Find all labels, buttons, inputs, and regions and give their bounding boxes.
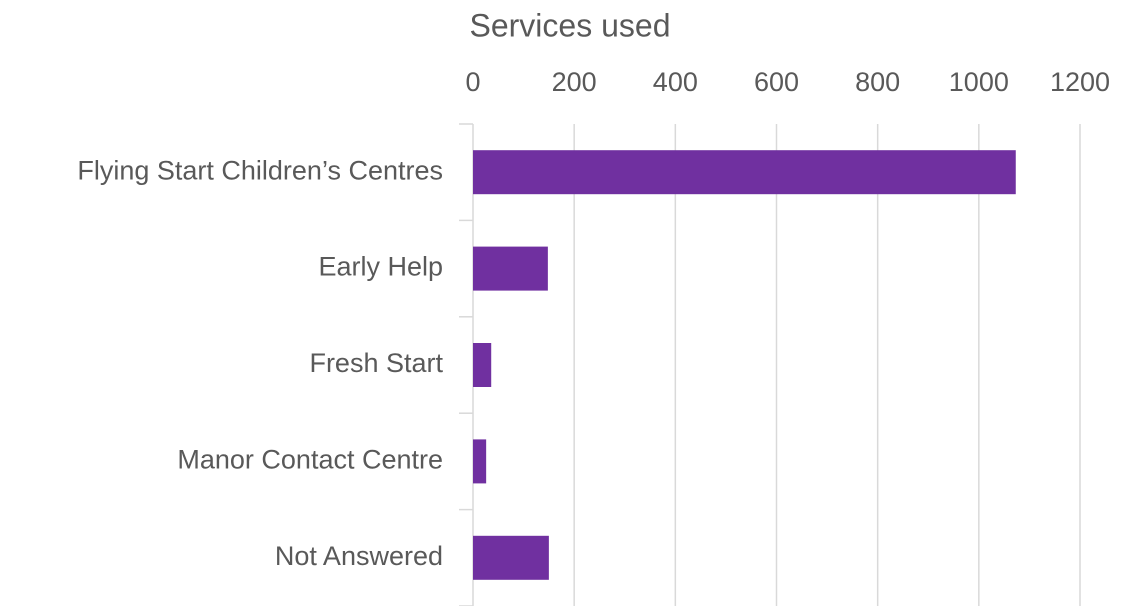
bar	[473, 535, 549, 580]
chart-title: Services used	[470, 7, 671, 43]
x-tick-label: 1200	[1050, 67, 1110, 97]
x-tick-label: 400	[653, 67, 698, 97]
bar	[473, 439, 487, 484]
x-tick-label: 1000	[949, 67, 1009, 97]
x-tick-label: 800	[855, 67, 900, 97]
bar	[473, 150, 1016, 195]
y-tick-label: Flying Start Children’s Centres	[77, 155, 443, 185]
x-tick-label: 600	[754, 67, 799, 97]
y-tick-label: Manor Contact Centre	[177, 445, 443, 475]
y-tick-label: Early Help	[318, 252, 443, 282]
y-tick-label: Not Answered	[275, 541, 443, 571]
x-tick-label: 200	[552, 67, 597, 97]
bar	[473, 343, 492, 387]
bar	[473, 246, 548, 291]
y-tick-label: Fresh Start	[309, 348, 443, 378]
x-tick-label: 0	[465, 67, 480, 97]
